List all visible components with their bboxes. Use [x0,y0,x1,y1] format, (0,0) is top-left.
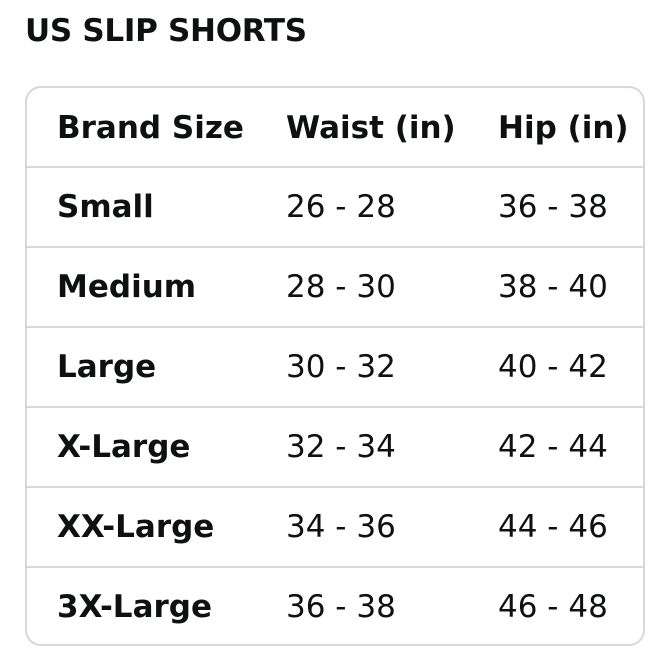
table-row: XX-Large 34 - 36 44 - 46 [27,486,643,566]
table-row: Small 26 - 28 36 - 38 [27,166,643,246]
waist-value: 34 - 36 [286,509,396,545]
hip-value: 46 - 48 [498,589,608,625]
size-label: Medium [57,269,197,305]
hip-value: 44 - 46 [498,509,608,545]
table-header-row: Brand Size Waist (in) Hip (in) [27,88,643,168]
table-row: Medium 28 - 30 38 - 40 [27,246,643,326]
page-title: US SLIP SHORTS [25,13,307,49]
table-row: X-Large 32 - 34 42 - 44 [27,406,643,486]
header-waist: Waist (in) [286,110,456,146]
waist-value: 26 - 28 [286,189,396,225]
header-hip: Hip (in) [498,110,629,146]
size-label: X-Large [57,429,191,465]
size-label: Large [57,349,157,385]
hip-value: 36 - 38 [498,189,608,225]
hip-value: 38 - 40 [498,269,608,305]
hip-value: 42 - 44 [498,429,608,465]
header-brand-size: Brand Size [57,110,244,146]
waist-value: 28 - 30 [286,269,396,305]
size-label: Small [57,189,154,225]
waist-value: 32 - 34 [286,429,396,465]
table-row: Large 30 - 32 40 - 42 [27,326,643,406]
waist-value: 36 - 38 [286,589,396,625]
size-label: 3X-Large [57,589,212,625]
hip-value: 40 - 42 [498,349,608,385]
size-label: XX-Large [57,509,215,545]
waist-value: 30 - 32 [286,349,396,385]
size-chart-table: Brand Size Waist (in) Hip (in) Small 26 … [25,86,645,646]
table-row: 3X-Large 36 - 38 46 - 48 [27,566,643,644]
